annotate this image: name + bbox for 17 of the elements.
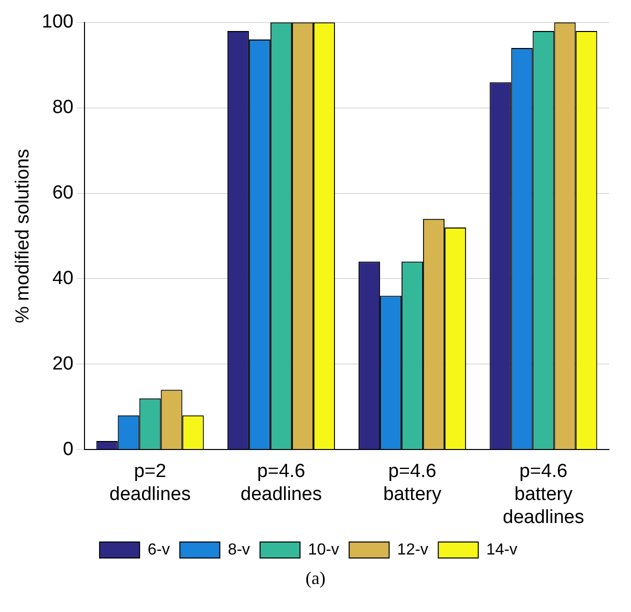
y-tick-label: 80 bbox=[52, 97, 74, 118]
x-tick-label: p=2 deadlines bbox=[109, 461, 191, 506]
x-tick-label: p=4.6 battery bbox=[383, 461, 442, 506]
x-tick-label: p=4.6 battery deadlines bbox=[502, 461, 584, 528]
y-tick-label: 20 bbox=[52, 353, 74, 374]
y-tick-label: 100 bbox=[42, 12, 74, 33]
y-axis-title: % modified solutions bbox=[12, 148, 34, 324]
x-tick-label: p=4.6 deadlines bbox=[240, 461, 322, 506]
y-tick-label: 40 bbox=[52, 268, 74, 289]
legend-label: 6-v bbox=[148, 541, 170, 558]
legend-label: 12-v bbox=[397, 541, 428, 558]
y-tick-label: 60 bbox=[52, 182, 74, 204]
legend-label: 8-v bbox=[228, 541, 250, 558]
legend-label: 10-v bbox=[308, 541, 340, 558]
legend-label: 14-v bbox=[486, 541, 518, 558]
text: (a) bbox=[304, 568, 326, 589]
y-tick-label: 0 bbox=[62, 438, 74, 460]
